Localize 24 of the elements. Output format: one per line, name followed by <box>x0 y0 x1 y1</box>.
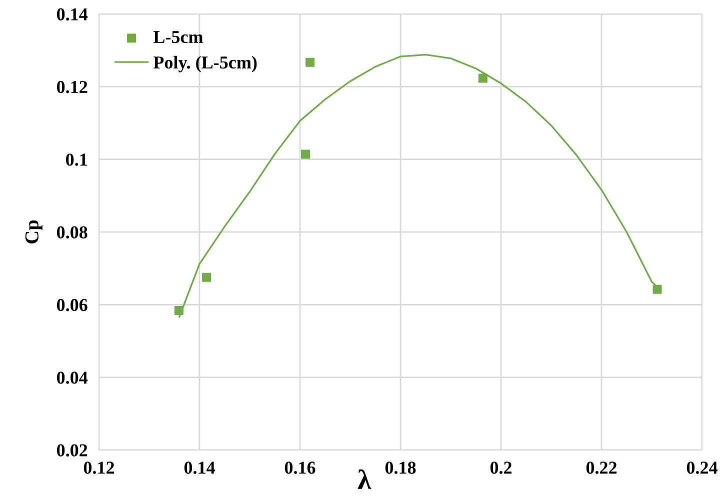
y-axis-title: Cp <box>25 220 42 244</box>
x-tick-label: 0.18 <box>385 462 416 474</box>
point <box>478 74 488 83</box>
y-tick-label: 0.04 <box>56 372 88 384</box>
point <box>174 306 184 315</box>
point <box>652 284 662 294</box>
x-axis-title: λ <box>358 469 372 489</box>
y-tick-label: 0.14 <box>56 8 88 21</box>
x-tick-label: 0.14 <box>184 462 215 474</box>
x-tick-label: 0.2 <box>490 462 512 474</box>
y-tick-label: 0.02 <box>56 444 88 457</box>
legend-label: Poly. (L-5cm) <box>153 56 257 72</box>
y-tick-label: 0.1 <box>66 154 87 166</box>
legend-label: L-5cm <box>153 31 203 44</box>
y-tick-label: 0.06 <box>56 298 88 312</box>
point <box>301 150 310 159</box>
point <box>306 58 315 67</box>
x-tick-label: 0.24 <box>686 462 718 474</box>
point <box>202 272 212 282</box>
y-tick-label: 0.12 <box>56 80 88 94</box>
x-tick-label: 0.22 <box>586 462 617 474</box>
x-tick-label: 0.12 <box>84 462 114 474</box>
x-tick-label: 0.16 <box>284 462 316 474</box>
y-tick-label: 0.08 <box>56 226 88 239</box>
